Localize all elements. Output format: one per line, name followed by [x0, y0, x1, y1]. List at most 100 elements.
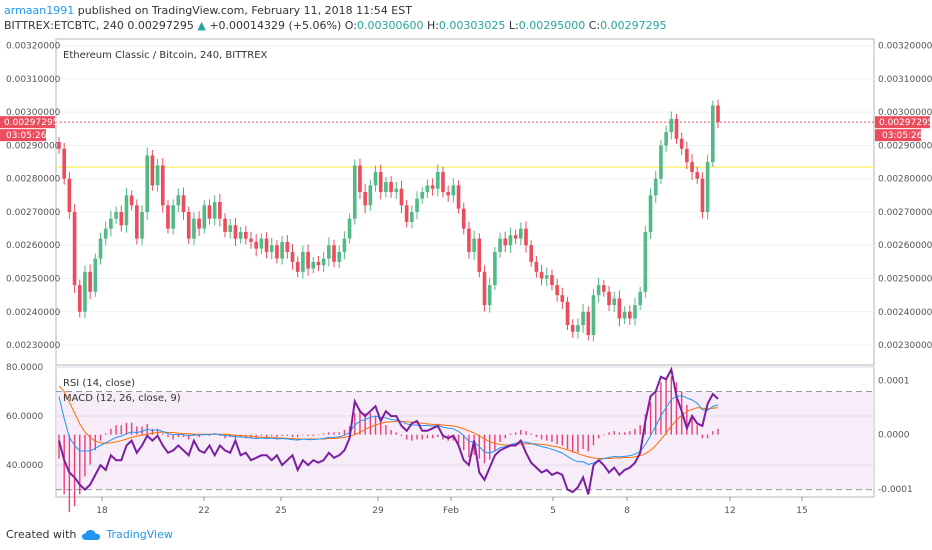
macd-histogram-bar [603, 434, 605, 436]
candle [627, 311, 632, 319]
candle [98, 238, 103, 259]
candle [404, 205, 409, 222]
published-text: published on TradingView.com, February 1… [77, 4, 412, 17]
rsi-axis-tick-label: 80.0000 [6, 363, 43, 373]
macd-histogram-bar [63, 434, 65, 495]
macd-histogram-bar [322, 433, 325, 435]
candle [295, 261, 300, 272]
candle [617, 298, 622, 319]
candle [472, 238, 476, 252]
candle [243, 231, 248, 239]
macd-histogram-bar [509, 433, 512, 435]
candle [700, 178, 705, 212]
macd-histogram-bar [162, 433, 164, 435]
macd-histogram-bar [141, 426, 143, 435]
macd-histogram-bar [79, 434, 81, 495]
candle [710, 105, 715, 163]
macd-histogram-bar [592, 434, 595, 446]
price-axis-tick-label: 0.00240000 [6, 308, 61, 318]
price-axis-tick-label: 0.00290000 [878, 141, 932, 151]
macd-histogram-bar [442, 434, 444, 440]
candle [420, 192, 425, 199]
candle [171, 205, 175, 229]
candle [124, 195, 129, 226]
candle [435, 172, 440, 189]
x-axis-tick-label: 18 [96, 506, 108, 516]
candle [389, 182, 393, 193]
macd-histogram-bar [359, 409, 361, 435]
candle [565, 301, 570, 326]
macd-histogram-bar [691, 414, 693, 435]
candle [534, 261, 539, 272]
macd-histogram-bar [224, 434, 226, 439]
candle [513, 235, 518, 239]
macd-histogram-bar [634, 428, 636, 435]
macd-histogram-bar [219, 434, 221, 436]
candle [508, 235, 513, 246]
macd-histogram-bar [582, 434, 584, 450]
macd-histogram-bar [177, 434, 180, 438]
price-axis-tick-label: 0.00230000 [6, 341, 61, 351]
candle [62, 148, 67, 179]
candle [135, 205, 139, 239]
chart-title: Ethereum Classic / Bitcoin, 240, BITTREX [63, 50, 268, 61]
candle [114, 211, 118, 219]
macd-line [58, 395, 719, 466]
candle [67, 178, 72, 212]
candle [254, 241, 258, 249]
candle [321, 258, 326, 266]
macd-histogram-bar [343, 429, 346, 435]
candle [269, 245, 274, 252]
candle [140, 211, 144, 239]
candle [544, 275, 549, 279]
candle [669, 118, 674, 133]
macd-histogram-bar [89, 434, 91, 465]
macd-histogram-bar [717, 428, 719, 435]
candle [150, 155, 155, 186]
candle [228, 225, 233, 232]
rsi-title: RSI (14, close) [63, 378, 135, 389]
macd-histogram-bar [405, 434, 408, 440]
macd-histogram-bar [608, 432, 610, 435]
chart-area[interactable]: 0.00230000 0.00240000 0.00250000 0.00260000… [0, 0, 932, 520]
price-axis-tick-label: 0.00230000 [878, 341, 932, 351]
candle [441, 172, 445, 193]
price-axis-tick-label: 0.00300000 [878, 108, 932, 118]
macd-histogram-bar [457, 434, 460, 445]
macd-histogram-bar [530, 433, 532, 435]
countdown-tag-left-text: 03:05:26 [6, 131, 47, 141]
author-link[interactable]: armaan1991 [4, 4, 75, 17]
footer: Created with TradingView [6, 528, 173, 541]
candle [659, 145, 663, 179]
macd-histogram-bar [613, 431, 615, 435]
price-axis-tick-label: 0.00320000 [878, 42, 932, 52]
macd-histogram-bar [686, 404, 688, 435]
macd-histogram-bar [203, 434, 205, 436]
candle [332, 245, 336, 262]
price-tag-left-text: 0.00297295 [4, 118, 58, 128]
macd-histogram-bar [623, 432, 626, 435]
candle [233, 225, 238, 239]
countdown-tag-right [875, 129, 921, 142]
candle [160, 165, 165, 206]
candle [394, 188, 399, 193]
candle [129, 195, 134, 206]
macd-histogram-bar [712, 431, 714, 435]
macd-histogram-bar [208, 434, 211, 436]
candle [342, 238, 347, 252]
macd-histogram-bar [390, 429, 392, 435]
candle [612, 298, 617, 306]
macd-histogram-bar [94, 434, 97, 451]
macd-histogram-bar [670, 376, 672, 435]
candle [643, 231, 648, 292]
candle [197, 218, 201, 229]
tradingview-link[interactable]: TradingView [106, 528, 173, 541]
macd-histogram-bar [499, 434, 501, 442]
candle [399, 188, 404, 206]
x-axis-tick-label: 8 [624, 506, 630, 516]
rsi-band [56, 391, 874, 490]
candle [716, 105, 720, 123]
macd-histogram-bar [488, 434, 491, 460]
x-axis-tick-label: 5 [550, 506, 556, 516]
candle [674, 118, 679, 139]
